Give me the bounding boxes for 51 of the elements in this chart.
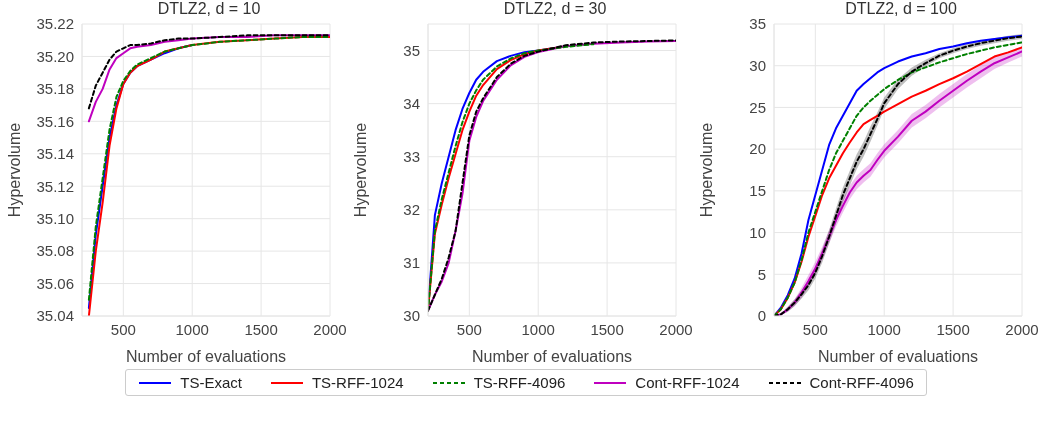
- chart-title: DTLZ2, d = 100: [844, 0, 958, 17]
- y-tick-label: 35.20: [36, 47, 74, 65]
- x-tick-label: 1000: [521, 320, 555, 338]
- y-tick-label: 35.06: [36, 274, 74, 292]
- x-tick-label: 2000: [659, 320, 693, 338]
- legend-label: TS-Exact: [180, 374, 242, 391]
- y-tick-label: 35.10: [36, 209, 74, 227]
- line-series: [428, 39, 676, 312]
- legend-label: TS-RFF-4096: [473, 374, 566, 391]
- y-tick-label: 10: [749, 223, 766, 241]
- y-tick-label: 33: [403, 148, 420, 166]
- y-axis-title: Hypervolume: [697, 122, 715, 218]
- chart-title: DTLZ2, d = 30: [502, 0, 608, 17]
- x-tick-label: 1500: [244, 320, 278, 338]
- y-tick-label: 35.08: [36, 242, 74, 260]
- y-tick-label: 15: [749, 182, 766, 200]
- y-tick-label: 35.22: [36, 15, 74, 33]
- x-tick-label: 2000: [313, 320, 347, 338]
- chart-title: DTLZ2, d = 10: [156, 0, 262, 17]
- y-tick-label: 35.04: [36, 307, 74, 325]
- y-tick-label: 30: [403, 307, 420, 325]
- y-tick-label: 25: [749, 98, 766, 116]
- y-axis-title: Hypervolume: [5, 122, 23, 218]
- y-tick-label: 35.12: [36, 177, 74, 195]
- y-tick-label: 0: [757, 307, 766, 325]
- x-axis-title: Number of evaluations: [125, 348, 287, 365]
- y-tick-label: 20: [749, 140, 766, 158]
- x-axis-title: Number of evaluations: [817, 348, 979, 365]
- x-tick-label: 500: [110, 320, 136, 338]
- y-tick-label: 35: [749, 15, 766, 33]
- x-tick-label: 2000: [1005, 320, 1039, 338]
- x-tick-label: 1500: [936, 320, 970, 338]
- x-tick-label: 500: [456, 320, 482, 338]
- y-tick-label: 31: [403, 254, 420, 272]
- y-tick-label: 35.16: [36, 112, 74, 130]
- y-tick-label: 35.18: [36, 80, 74, 98]
- y-tick-label: 5: [757, 265, 766, 283]
- y-tick-label: 34: [403, 94, 420, 112]
- legend-label: Cont-RFF-4096: [809, 374, 914, 391]
- y-tick-label: 35: [403, 41, 420, 59]
- y-tick-label: 32: [403, 201, 420, 219]
- y-tick-label: 30: [749, 57, 766, 75]
- x-tick-label: 1000: [175, 320, 209, 338]
- legend-label: TS-RFF-1024: [311, 374, 404, 391]
- x-tick-label: 500: [802, 320, 828, 338]
- y-axis-title: Hypervolume: [351, 122, 369, 218]
- x-axis-title: Number of evaluations: [471, 348, 633, 365]
- x-tick-label: 1000: [867, 320, 901, 338]
- legend-label: Cont-RFF-1024: [635, 374, 740, 391]
- y-tick-label: 35.14: [36, 145, 74, 163]
- x-tick-label: 1500: [590, 320, 624, 338]
